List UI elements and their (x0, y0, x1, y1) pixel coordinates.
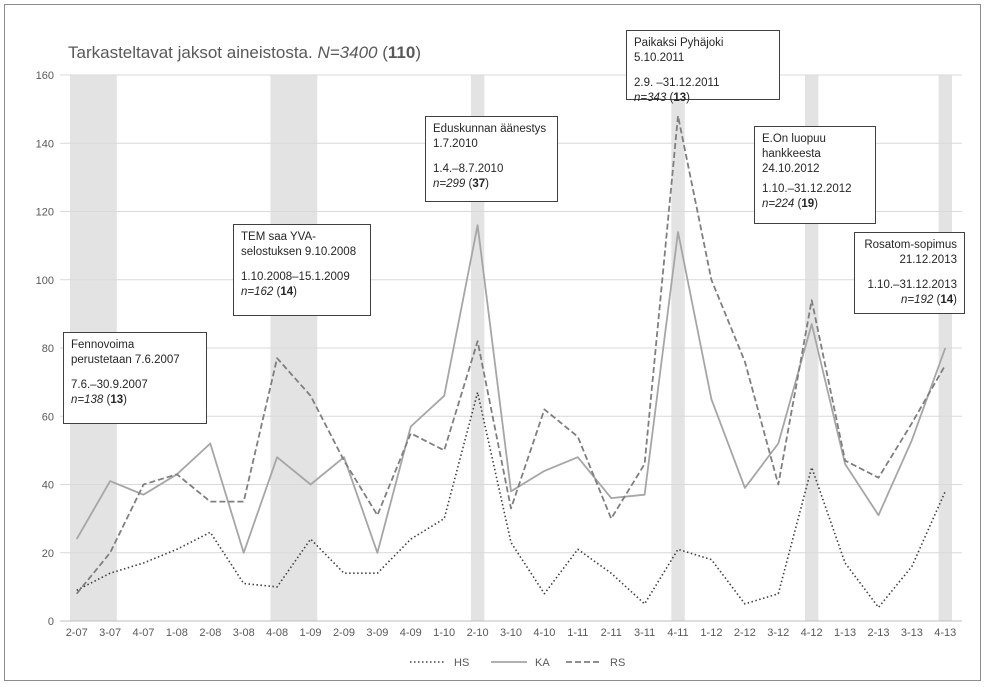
annotation-line: Rosatom-sopimus (864, 239, 957, 251)
annotation-n: n=343 (634, 92, 667, 104)
legend-label-hs: HS (454, 657, 469, 669)
x-tick-label: 4-11 (667, 627, 688, 639)
annotation-n: n=162 (241, 286, 274, 298)
y-tick-label: 60 (42, 411, 54, 423)
x-tick-label: 2-09 (333, 627, 355, 639)
series-line-ka (75, 224, 947, 554)
annotation-line: Paikaksi Pyhäjoki 5.10.2011 (634, 37, 724, 64)
y-tick-label: 40 (42, 480, 54, 492)
annotation-period: 1.4.–8.7.2010 (433, 163, 504, 175)
annotation-rosatom: Rosatom-sopimus 21.12.2013 1.10.–31.12.2… (854, 232, 965, 314)
x-axis-ticks: 2-07 3-07 4-07 1-08 2-08 3-08 4-08 1-09 2-09 3-09… (66, 627, 957, 639)
annotation-line: Fennovoima (71, 339, 135, 351)
x-tick-label: 3-13 (901, 627, 923, 639)
x-tick-label: 2-13 (867, 627, 889, 639)
annotation-period: 7.6.–30.9.2007 (71, 379, 148, 391)
x-tick-label: 1-08 (166, 627, 188, 639)
y-tick-label: 120 (36, 207, 54, 219)
x-tick-label: 3-07 (99, 627, 121, 639)
x-tick-label: 3-09 (366, 627, 388, 639)
x-tick-label: 1-10 (433, 627, 455, 639)
annotation-n-bold: 19 (801, 198, 815, 210)
annotation-n-bold: 14 (940, 294, 954, 306)
annotation-pyhajoki: Paikaksi Pyhäjoki 5.10.2011 2.9. –31.12.… (626, 30, 780, 104)
x-tick-label: 1-13 (834, 627, 856, 639)
x-tick-label: 3-08 (233, 627, 255, 639)
y-tick-label: 20 (42, 548, 54, 560)
annotation-period: 1.10.–31.12.2013 (867, 279, 957, 291)
annotation-line: 21.12.2013 (899, 254, 957, 266)
annotation-line: E.On luopuu (762, 133, 826, 145)
annotation-period: 1.10.–31.12.2012 (762, 183, 852, 195)
y-tick-label: 80 (42, 343, 54, 355)
annotation-line: TEM saa YVA- (241, 231, 316, 243)
series-lines (75, 115, 947, 609)
annotation-line: Eduskunnan äänestys (433, 123, 547, 135)
annotation-line: 24.10.2012 (762, 163, 820, 175)
annotation-eduskunta: Eduskunnan äänestys 1.7.2010 1.4.–8.7.20… (425, 116, 558, 202)
x-tick-label: 3-10 (500, 627, 522, 639)
annotation-n: n=192 (901, 294, 934, 306)
x-tick-label: 3-11 (634, 627, 655, 639)
y-tick-label: 140 (36, 138, 54, 150)
annotation-n: n=224 (762, 198, 795, 210)
annotation-n-bold: 14 (280, 286, 294, 298)
annotation-period: 2.9. –31.12.2011 (634, 77, 720, 89)
legend: HS KA RS (410, 657, 625, 669)
annotation-n-bold: 37 (472, 178, 486, 190)
annotation-period: 1.10.2008–15.1.2009 (241, 271, 350, 283)
annotation-line: 1.7.2010 (433, 138, 478, 150)
annotation-n-bold: 13 (673, 92, 687, 104)
x-tick-label: 2-07 (66, 627, 88, 639)
annotation-eon: E.On luopuu hankkeesta 24.10.2012 1.10.–… (754, 126, 876, 224)
annotation-line: hankkeesta (762, 148, 821, 160)
x-tick-label: 1-12 (700, 627, 722, 639)
x-tick-label: 4-07 (133, 627, 155, 639)
annotation-n: n=299 (433, 178, 466, 190)
x-tick-label: 2-11 (601, 627, 622, 639)
y-tick-label: 0 (48, 616, 54, 628)
x-tick-label: 4-10 (533, 627, 555, 639)
chart-title: Tarkasteltavat jaksot aineistosta. N=340… (68, 43, 421, 62)
annotation-tem: TEM saa YVA- selostuksen 9.10.2008 1.10.… (233, 224, 371, 316)
y-tick-label: 100 (36, 275, 54, 287)
legend-label-rs: RS (610, 657, 625, 669)
y-axis-ticks: 0 20 40 60 80 100 120 140 160 (36, 70, 54, 628)
annotation-n: n=138 (71, 394, 104, 406)
x-tick-label: 4-13 (934, 627, 956, 639)
x-tick-label: 4-12 (801, 627, 823, 639)
annotation-line: selostuksen 9.10.2008 (241, 246, 357, 258)
y-tick-label: 160 (36, 70, 54, 82)
annotation-fennovoima: Fennovoima perustetaan 7.6.2007 7.6.–30.… (63, 332, 207, 424)
x-tick-label: 1-11 (567, 627, 588, 639)
x-tick-label: 3-12 (767, 627, 789, 639)
x-tick-label: 2-08 (199, 627, 221, 639)
annotation-n-bold: 13 (110, 394, 124, 406)
x-tick-label: 2-10 (467, 627, 489, 639)
x-tick-label: 2-12 (734, 627, 756, 639)
x-tick-label: 4-08 (266, 627, 288, 639)
x-tick-label: 1-09 (300, 627, 322, 639)
annotation-line: perustetaan 7.6.2007 (71, 354, 180, 366)
series-line-rs (76, 115, 947, 595)
legend-label-ka: KA (535, 657, 550, 669)
x-tick-label: 4-09 (400, 627, 422, 639)
